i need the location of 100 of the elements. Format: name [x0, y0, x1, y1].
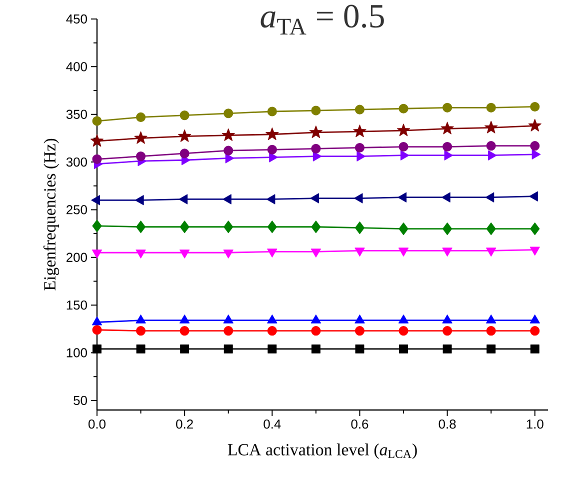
- point: [311, 344, 320, 354]
- point: [486, 141, 496, 151]
- y-tick-label: 400: [66, 62, 87, 72]
- point: [486, 222, 496, 236]
- point: [440, 122, 454, 134]
- point: [311, 220, 321, 234]
- point: [269, 152, 278, 162]
- point: [180, 344, 190, 354]
- point: [267, 106, 277, 116]
- point: [354, 193, 363, 204]
- point: [354, 222, 365, 234]
- point: [136, 314, 146, 324]
- point: [485, 192, 494, 202]
- x-tick-label: 0.6: [351, 420, 368, 429]
- point: [398, 326, 408, 336]
- point: [180, 220, 190, 234]
- point: [442, 142, 452, 152]
- point: [267, 144, 277, 154]
- point: [92, 325, 102, 335]
- point: [266, 194, 276, 204]
- y-tick-label: 250: [66, 205, 87, 214]
- y-tick-label: 350: [66, 110, 87, 119]
- point: [267, 220, 277, 234]
- point: [354, 104, 365, 114]
- point: [488, 150, 497, 160]
- point: [136, 344, 146, 354]
- point: [354, 326, 365, 336]
- point: [267, 314, 278, 324]
- x-axis-title: LCA activation level (a$_{LCA}$): [228, 444, 417, 459]
- point: [399, 344, 408, 354]
- point: [444, 150, 454, 160]
- y-tick-label: 300: [66, 157, 87, 167]
- chart-title: a$_{TA}$ = 0.5: [260, 4, 384, 34]
- point: [224, 220, 234, 234]
- point: [484, 120, 498, 134]
- point: [532, 149, 541, 160]
- point: [91, 195, 100, 206]
- point: [398, 104, 408, 114]
- point: [92, 154, 102, 164]
- point: [442, 344, 452, 354]
- point: [311, 326, 321, 336]
- point: [92, 344, 102, 354]
- point: [528, 118, 542, 132]
- point: [222, 194, 232, 204]
- point: [354, 142, 365, 153]
- point: [136, 220, 146, 234]
- point: [178, 194, 188, 204]
- point: [486, 314, 496, 324]
- point: [398, 222, 408, 236]
- point: [92, 220, 102, 232]
- y-axis-title: Eigenfrequencies (Hz): [43, 138, 60, 290]
- point: [180, 326, 190, 336]
- point: [134, 131, 148, 144]
- point: [398, 142, 408, 152]
- point: [180, 110, 190, 120]
- point: [355, 344, 364, 354]
- point: [442, 222, 452, 236]
- x-tick-label: 1.0: [526, 420, 544, 429]
- point: [311, 144, 321, 154]
- point: [529, 191, 538, 202]
- y-tick-label: 450: [66, 14, 87, 24]
- point: [136, 152, 146, 162]
- point: [223, 314, 234, 324]
- point: [354, 314, 365, 324]
- y-tick-label: 200: [66, 252, 87, 262]
- point: [486, 344, 496, 354]
- point: [268, 344, 277, 354]
- x-tick-label: 0.0: [88, 420, 106, 429]
- point: [136, 326, 146, 336]
- point: [530, 141, 540, 151]
- y-tick-label: 50: [74, 396, 87, 406]
- point: [311, 106, 321, 116]
- point: [178, 129, 192, 142]
- point: [224, 146, 234, 156]
- point: [222, 128, 235, 141]
- point: [398, 314, 409, 324]
- point: [530, 344, 540, 354]
- point: [180, 314, 190, 324]
- point: [136, 112, 146, 122]
- point: [309, 126, 322, 138]
- point: [398, 192, 407, 202]
- point: [530, 326, 540, 336]
- point: [92, 316, 102, 326]
- x-tick-label: 0.8: [438, 420, 456, 429]
- point: [224, 344, 233, 354]
- point: [224, 108, 234, 118]
- point: [312, 151, 322, 162]
- point: [396, 124, 410, 136]
- point: [486, 326, 496, 336]
- point: [267, 326, 277, 336]
- point: [442, 314, 452, 324]
- point: [353, 124, 366, 138]
- point: [442, 102, 452, 112]
- point: [530, 314, 540, 324]
- point: [92, 116, 102, 126]
- point: [442, 326, 452, 336]
- point: [310, 314, 321, 324]
- point: [135, 195, 144, 206]
- x-tick-label: 0.2: [176, 420, 193, 429]
- point: [442, 192, 450, 202]
